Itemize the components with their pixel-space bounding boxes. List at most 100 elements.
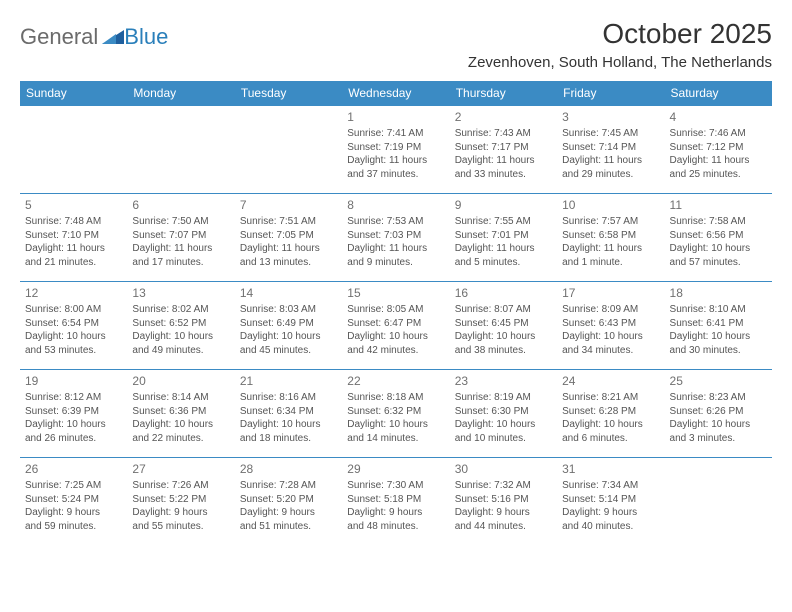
daylight-text: Daylight: 9 hours [562,506,659,520]
sunset-text: Sunset: 5:16 PM [455,493,552,507]
day-number: 21 [240,373,337,389]
sunset-text: Sunset: 6:34 PM [240,405,337,419]
calendar-day-cell: 8Sunrise: 7:53 AMSunset: 7:03 PMDaylight… [342,194,449,282]
sunrise-text: Sunrise: 7:48 AM [25,215,122,229]
weekday-header: Tuesday [235,81,342,106]
weekday-header: Wednesday [342,81,449,106]
calendar-day-cell: 9Sunrise: 7:55 AMSunset: 7:01 PMDaylight… [450,194,557,282]
sunrise-text: Sunrise: 8:14 AM [132,391,229,405]
day-number: 9 [455,197,552,213]
weekday-header-row: SundayMondayTuesdayWednesdayThursdayFrid… [20,81,772,106]
calendar-day-cell: 11Sunrise: 7:58 AMSunset: 6:56 PMDayligh… [665,194,772,282]
day-number: 27 [132,461,229,477]
calendar-day-cell: 15Sunrise: 8:05 AMSunset: 6:47 PMDayligh… [342,282,449,370]
calendar-day-cell: 29Sunrise: 7:30 AMSunset: 5:18 PMDayligh… [342,458,449,546]
calendar-day-cell: 5Sunrise: 7:48 AMSunset: 7:10 PMDaylight… [20,194,127,282]
calendar-day-cell: 31Sunrise: 7:34 AMSunset: 5:14 PMDayligh… [557,458,664,546]
daylight-text: Daylight: 10 hours [670,242,767,256]
month-title: October 2025 [468,18,772,50]
calendar-day-cell: 3Sunrise: 7:45 AMSunset: 7:14 PMDaylight… [557,106,664,194]
day-number: 5 [25,197,122,213]
day-number: 31 [562,461,659,477]
daylight-text: and 9 minutes. [347,256,444,270]
day-number: 19 [25,373,122,389]
sunrise-text: Sunrise: 8:18 AM [347,391,444,405]
day-number: 23 [455,373,552,389]
calendar-day-cell: 26Sunrise: 7:25 AMSunset: 5:24 PMDayligh… [20,458,127,546]
sunset-text: Sunset: 5:14 PM [562,493,659,507]
daylight-text: Daylight: 9 hours [240,506,337,520]
sunset-text: Sunset: 5:20 PM [240,493,337,507]
sunset-text: Sunset: 7:01 PM [455,229,552,243]
daylight-text: Daylight: 10 hours [25,330,122,344]
day-number: 24 [562,373,659,389]
weekday-header: Thursday [450,81,557,106]
sunset-text: Sunset: 7:19 PM [347,141,444,155]
sunrise-text: Sunrise: 7:30 AM [347,479,444,493]
daylight-text: and 14 minutes. [347,432,444,446]
sunrise-text: Sunrise: 7:51 AM [240,215,337,229]
sunrise-text: Sunrise: 8:19 AM [455,391,552,405]
daylight-text: and 55 minutes. [132,520,229,534]
sunrise-text: Sunrise: 8:07 AM [455,303,552,317]
day-number: 1 [347,109,444,125]
calendar-day-cell: 1Sunrise: 7:41 AMSunset: 7:19 PMDaylight… [342,106,449,194]
calendar-week-row: 19Sunrise: 8:12 AMSunset: 6:39 PMDayligh… [20,370,772,458]
sunset-text: Sunset: 6:36 PM [132,405,229,419]
daylight-text: and 48 minutes. [347,520,444,534]
sunrise-text: Sunrise: 8:05 AM [347,303,444,317]
calendar-day-cell: 17Sunrise: 8:09 AMSunset: 6:43 PMDayligh… [557,282,664,370]
sunrise-text: Sunrise: 8:12 AM [25,391,122,405]
daylight-text: and 18 minutes. [240,432,337,446]
day-number: 7 [240,197,337,213]
day-number: 16 [455,285,552,301]
calendar-day-cell: 2Sunrise: 7:43 AMSunset: 7:17 PMDaylight… [450,106,557,194]
weekday-header: Saturday [665,81,772,106]
calendar-day-cell [20,106,127,194]
day-number: 22 [347,373,444,389]
calendar-body: 1 Sunrise: 7:41 AMSunset: 7:19 PM Daylight… [20,106,772,546]
day-number: 28 [240,461,337,477]
sunrise-text: Sunrise: 8:21 AM [562,391,659,405]
sunrise-text: Sunrise: 8:16 AM [240,391,337,405]
daylight-text: Daylight: 10 hours [132,330,229,344]
calendar-day-cell [665,458,772,546]
daylight-text: and 26 minutes. [25,432,122,446]
sunset-text: Sunset: 7:17 PM [455,141,552,155]
daylight-text: Daylight: 10 hours [132,418,229,432]
daylight-text: Daylight: 9 hours [347,506,444,520]
sunset-text: Sunset: 7:03 PM [347,229,444,243]
daylight-text: and 42 minutes. [347,344,444,358]
daylight-text: Daylight: 11 hours [132,242,229,256]
calendar-day-cell: 23Sunrise: 8:19 AMSunset: 6:30 PMDayligh… [450,370,557,458]
calendar-week-row: 26Sunrise: 7:25 AMSunset: 5:24 PMDayligh… [20,458,772,546]
daylight-text: Daylight: 11 hours [240,242,337,256]
sunset-text: Sunset: 6:56 PM [670,229,767,243]
calendar-day-cell: 10Sunrise: 7:57 AMSunset: 6:58 PMDayligh… [557,194,664,282]
calendar-day-cell: 27Sunrise: 7:26 AMSunset: 5:22 PMDayligh… [127,458,234,546]
daylight-text: Daylight: 9 hours [132,506,229,520]
daylight-text: Daylight: 10 hours [455,330,552,344]
calendar-day-cell: 25Sunrise: 8:23 AMSunset: 6:26 PMDayligh… [665,370,772,458]
daylight-text: Daylight: 10 hours [347,330,444,344]
sunrise-text: Sunrise: 8:00 AM [25,303,122,317]
sunrise-text: Sunrise: 7:41 AM [347,127,444,141]
sunset-text: Sunset: 6:26 PM [670,405,767,419]
daylight-text: and 17 minutes. [132,256,229,270]
sunrise-text: Sunrise: 7:43 AM [455,127,552,141]
daylight-text: and 5 minutes. [455,256,552,270]
daylight-text: and 10 minutes. [455,432,552,446]
day-number: 2 [455,109,552,125]
sunrise-text: Sunrise: 7:53 AM [347,215,444,229]
calendar-day-cell [127,106,234,194]
sunrise-text: Sunrise: 7:58 AM [670,215,767,229]
calendar-day-cell: 21 Sunrise: 8:16 AMSunset: 6:34 PMDayligh… [235,370,342,458]
day-number: 10 [562,197,659,213]
calendar-day-cell: 16Sunrise: 8:07 AMSunset: 6:45 PMDayligh… [450,282,557,370]
sunrise-text: Sunrise: 7:50 AM [132,215,229,229]
sunset-text: Sunset: 6:32 PM [347,405,444,419]
sunrise-text: Sunrise: 8:10 AM [670,303,767,317]
daylight-text: Daylight: 10 hours [240,418,337,432]
day-number: 13 [132,285,229,301]
daylight-text: and 33 minutes. [455,168,552,182]
